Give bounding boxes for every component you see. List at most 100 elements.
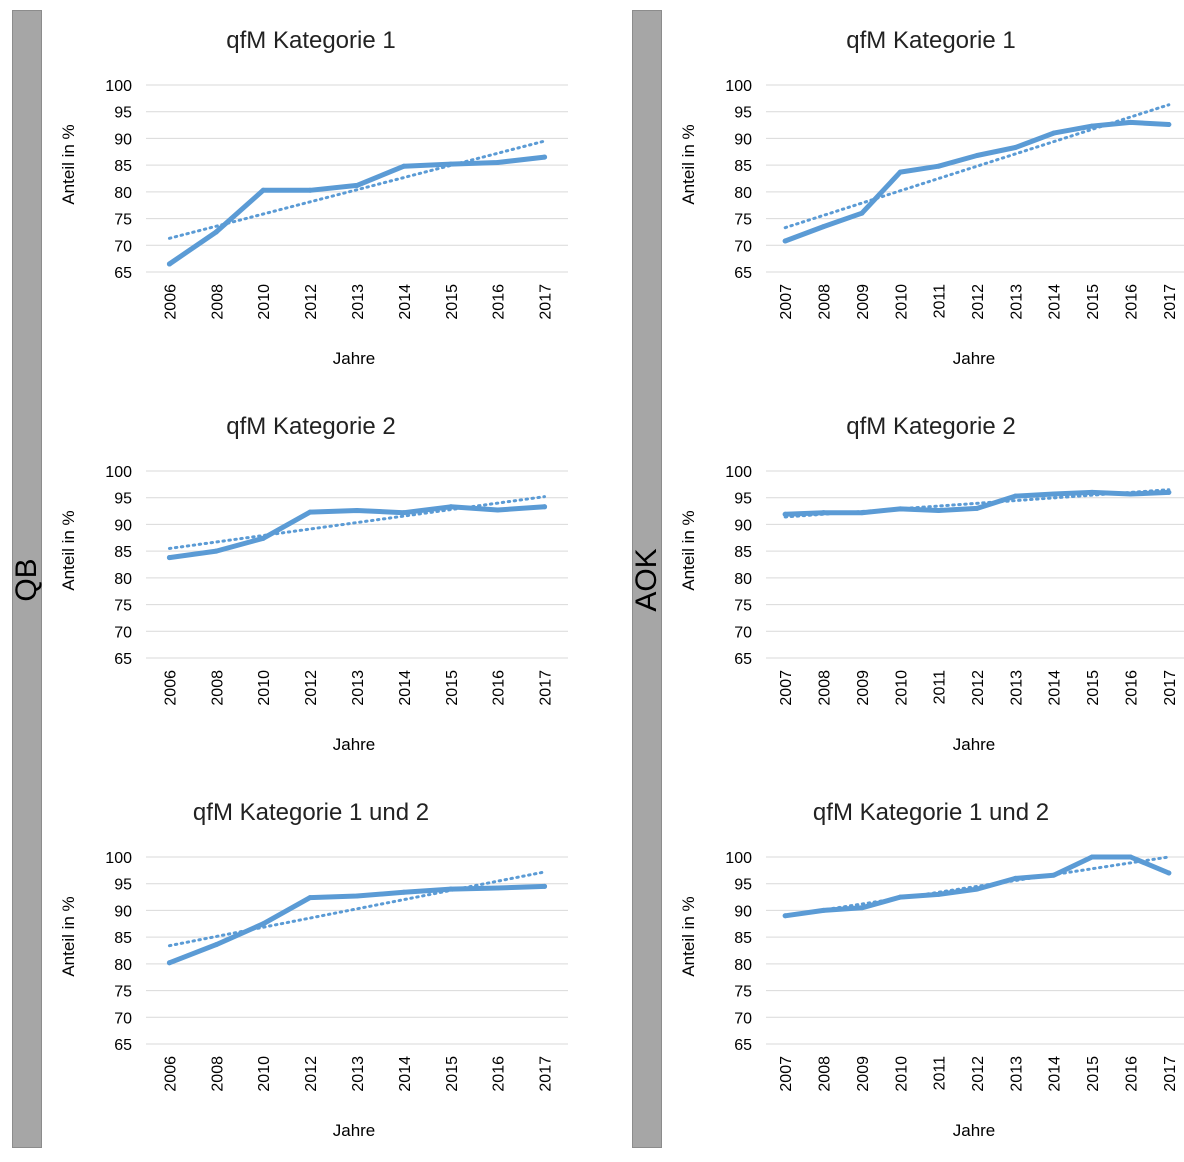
x-tick-label: 2016 <box>491 1056 508 1092</box>
x-tick-label: 2016 <box>491 284 508 320</box>
data-point <box>448 504 454 510</box>
data-point <box>859 510 865 516</box>
chart-qb-kategorie-2: qfM Kategorie 2 65 70 75 80 85 90 95 100 2006 2008… <box>50 396 610 776</box>
x-tick-label: 2014 <box>397 284 414 320</box>
x-tick-label: 2010 <box>256 284 273 320</box>
x-tick-label: 2013 <box>1008 1056 1025 1092</box>
y-tick-label: 70 <box>114 624 132 641</box>
y-tick-label: 95 <box>114 105 132 122</box>
x-tick-label: 2015 <box>1085 284 1102 320</box>
data-point <box>354 508 360 514</box>
x-tick-label: 2007 <box>778 670 795 706</box>
x-tick-label: 2006 <box>162 284 179 320</box>
data-point <box>448 161 454 167</box>
x-tick-label: 2008 <box>209 284 226 320</box>
group-label-aok: AOK <box>630 548 663 612</box>
data-point <box>1127 119 1133 125</box>
data-point <box>936 163 942 169</box>
data-point <box>448 886 454 892</box>
y-tick-label: 90 <box>114 131 132 148</box>
chart-title: qfM Kategorie 1 und 2 <box>193 799 429 826</box>
data-point <box>1012 875 1018 881</box>
y-tick-label: 95 <box>734 877 752 894</box>
x-tick-label: 2009 <box>855 1056 872 1092</box>
x-tick-label: 2012 <box>970 1056 987 1092</box>
data-point <box>495 159 501 165</box>
data-point <box>354 893 360 899</box>
x-tick-label: 2010 <box>256 1056 273 1092</box>
x-tick-label: 2011 <box>932 670 949 705</box>
data-point <box>782 511 788 517</box>
y-tick-label: 100 <box>105 850 132 867</box>
data-point <box>1166 870 1172 876</box>
x-tick-label: 2011 <box>932 284 949 319</box>
trend-line <box>167 139 547 240</box>
x-tick-label: 2008 <box>817 1056 834 1092</box>
data-point <box>821 907 827 913</box>
x-tick-label: 2016 <box>1123 670 1140 706</box>
x-tick-label: 2012 <box>970 670 987 706</box>
data-point <box>260 187 266 193</box>
y-tick-label: 90 <box>114 517 132 534</box>
x-tick-label: 2012 <box>303 284 320 320</box>
data-point <box>307 187 313 193</box>
y-axis-label: Anteil in % <box>59 896 78 976</box>
chart-title: qfM Kategorie 1 und 2 <box>813 799 1049 826</box>
chart-aok-kategorie-1: qfM Kategorie 1 65 70 75 80 85 90 95 100 2007 2008… <box>670 10 1184 390</box>
y-tick-label: 80 <box>734 571 752 588</box>
y-tick-label: 80 <box>114 957 132 974</box>
y-tick-label: 100 <box>725 78 752 95</box>
x-tick-label: 2010 <box>893 1056 910 1092</box>
chart-svg: qfM Kategorie 1 65 70 75 80 85 90 95 100 2006 2008… <box>59 27 568 368</box>
data-point <box>213 229 219 235</box>
trend-line <box>783 855 1171 918</box>
data-point <box>1089 854 1095 860</box>
data-point <box>307 509 313 515</box>
data-point <box>1051 491 1057 497</box>
data-point <box>401 163 407 169</box>
data-point <box>782 238 788 244</box>
y-tick-label: 80 <box>114 571 132 588</box>
x-tick-label: 2014 <box>397 670 414 706</box>
y-tick-label: 65 <box>734 265 752 282</box>
y-tick-label: 90 <box>114 903 132 920</box>
x-tick-label: 2011 <box>932 1056 949 1091</box>
x-tick-label: 2012 <box>303 1056 320 1092</box>
x-tick-label: 2017 <box>538 284 555 320</box>
chart-svg: qfM Kategorie 1 65 70 75 80 85 90 95 100 2007 2008… <box>679 27 1184 368</box>
y-tick-label: 70 <box>734 1010 752 1027</box>
y-tick-label: 85 <box>114 158 132 175</box>
data-point <box>166 261 172 267</box>
trend-line <box>167 495 547 550</box>
x-tick-label: 2013 <box>350 1056 367 1092</box>
y-tick-label: 100 <box>725 464 752 481</box>
y-tick-label: 75 <box>114 212 132 229</box>
data-point <box>213 942 219 948</box>
group-bar-aok <box>632 10 662 1148</box>
y-tick-label: 90 <box>734 517 752 534</box>
chart-svg: qfM Kategorie 1 und 2 65 70 75 80 85 90 95 100 20… <box>679 799 1184 1140</box>
y-tick-label: 75 <box>114 598 132 615</box>
data-point <box>936 891 942 897</box>
x-tick-label: 2006 <box>162 1056 179 1092</box>
x-axis-label: Jahre <box>953 349 996 368</box>
y-tick-label: 70 <box>114 238 132 255</box>
data-point <box>495 885 501 891</box>
data-point <box>1051 872 1057 878</box>
data-point <box>542 154 548 160</box>
data-point <box>897 169 903 175</box>
y-axis-label: Anteil in % <box>59 510 78 590</box>
y-tick-label: 85 <box>734 158 752 175</box>
group-label-qb: QB <box>10 558 43 602</box>
data-point <box>1089 489 1095 495</box>
y-axis-label: Anteil in % <box>679 896 698 976</box>
y-tick-label: 95 <box>734 491 752 508</box>
data-point <box>897 894 903 900</box>
x-tick-label: 2017 <box>1162 1056 1179 1092</box>
y-tick-label: 70 <box>734 238 752 255</box>
chart-title: qfM Kategorie 1 <box>846 27 1015 54</box>
x-tick-label: 2010 <box>893 670 910 706</box>
x-tick-label: 2014 <box>1047 284 1064 320</box>
series-line <box>166 504 548 561</box>
y-axis-label: Anteil in % <box>679 124 698 204</box>
